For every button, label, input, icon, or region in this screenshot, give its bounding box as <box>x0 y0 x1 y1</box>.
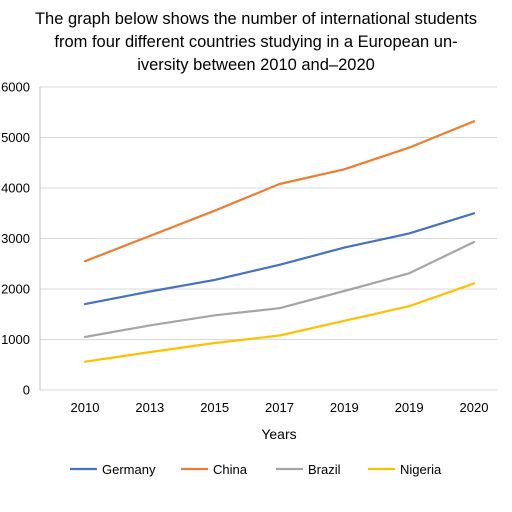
y-tick-label-1000: 1000 <box>1 332 30 347</box>
chart-title: The graph below shows the number of inte… <box>20 8 492 77</box>
series-lines <box>83 120 476 363</box>
series-line-nigeria <box>83 282 476 363</box>
x-axis-title: Years <box>261 426 296 442</box>
y-tick-label-0: 0 <box>23 383 30 398</box>
x-tick-label-6: 2020 <box>460 400 489 415</box>
y-tick-label-4000: 4000 <box>1 181 30 196</box>
legend-label-germany: Germany <box>102 462 156 477</box>
y-tick-label-6000: 6000 <box>1 80 30 95</box>
legend-label-china: China <box>213 462 248 477</box>
y-tick-label-3000: 3000 <box>1 231 30 246</box>
x-tick-label-2: 2015 <box>200 400 229 415</box>
x-tick-label-3: 2017 <box>265 400 294 415</box>
series-line-germany <box>83 212 476 306</box>
chart-title-line-1: The graph below shows the number of inte… <box>34 10 478 28</box>
series-line-brazil <box>83 240 476 339</box>
legend: Germany China Brazil Nigeria <box>70 462 442 477</box>
chart-title-line-2: from four different countries studying i… <box>54 33 458 51</box>
series-line-china <box>83 120 476 263</box>
x-tick-label-0: 2010 <box>71 400 100 415</box>
gridlines <box>39 86 497 391</box>
x-axis-ticks: 2010 2013 2015 2017 2019 2019 2020 <box>71 400 489 415</box>
chart-title-line-3: iversity between 2010 and–2020 <box>137 56 375 74</box>
x-tick-label-1: 2013 <box>135 400 164 415</box>
legend-label-brazil: Brazil <box>308 462 341 477</box>
legend-label-nigeria: Nigeria <box>400 462 442 477</box>
x-tick-label-5: 2019 <box>395 400 424 415</box>
y-tick-label-2000: 2000 <box>1 282 30 297</box>
y-tick-label-5000: 5000 <box>1 130 30 145</box>
x-tick-label-4: 2019 <box>330 400 359 415</box>
y-axis-ticks: 0 1000 2000 3000 4000 5000 6000 <box>1 80 30 398</box>
